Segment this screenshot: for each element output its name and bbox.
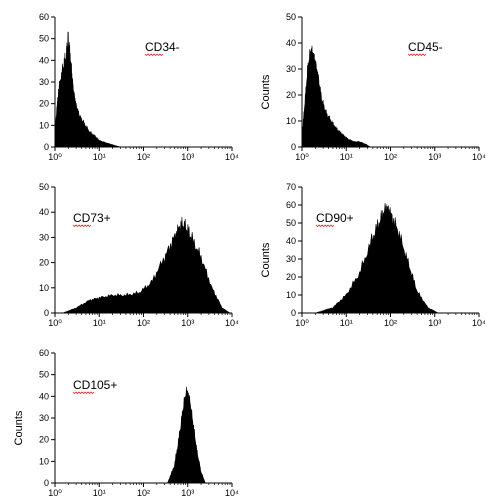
y-tick-label: 0: [44, 142, 49, 152]
histogram-area: [54, 31, 121, 148]
y-tick-label: 70: [286, 182, 296, 192]
x-tick-label: 10²: [137, 488, 150, 498]
spellcheck-underline: [72, 391, 95, 395]
y-tick-label: 40: [39, 55, 49, 65]
x-tick-label: 10⁴: [225, 152, 239, 162]
histogram-panel-4: 0 10 20 30 40 50 60 10⁰ 10¹ 10² 10³ 10⁴ CD105+ Counts: [13, 348, 239, 498]
x-tick-label: 10²: [384, 152, 397, 162]
x-tick-label: 10¹: [93, 318, 106, 328]
y-tick-label: 20: [39, 99, 49, 109]
y-tick-label: 20: [39, 435, 49, 445]
y-tick-label: 60: [39, 12, 49, 22]
spellcheck-underline: [315, 224, 335, 228]
y-axis-title: Counts: [13, 410, 25, 445]
y-tick-label: 40: [286, 236, 296, 246]
x-tick-label: 10⁴: [472, 152, 486, 162]
y-tick-label: 20: [286, 272, 296, 282]
y-axis-title: Counts: [260, 242, 272, 277]
marker-label: CD45-: [408, 40, 443, 54]
y-tick-label: 30: [39, 413, 49, 423]
marker-label: CD105+: [73, 378, 117, 392]
y-tick-label: 0: [44, 478, 49, 488]
histogram-panel-0: 0 10 20 30 40 50 60 10⁰ 10¹ 10² 10³ 10⁴ CD34-: [39, 12, 239, 162]
x-tick-label: 10³: [181, 318, 194, 328]
y-tick-label: 0: [291, 308, 296, 318]
x-tick-label: 10²: [137, 318, 150, 328]
y-tick-label: 10: [39, 283, 49, 293]
y-tick-label: 30: [286, 64, 296, 74]
histogram-panel-1: 0 10 20 30 40 50 10⁰ 10¹ 10² 10³ 10⁴ CD45- Counts: [260, 12, 486, 162]
x-tick-label: 10¹: [93, 488, 106, 498]
y-tick-label: 10: [286, 116, 296, 126]
histogram-area: [301, 45, 372, 148]
y-tick-label: 10: [286, 290, 296, 300]
y-tick-label: 60: [286, 200, 296, 210]
histogram-area: [315, 202, 439, 314]
x-tick-label: 10³: [181, 488, 194, 498]
y-tick-label: 0: [291, 142, 296, 152]
y-tick-label: 20: [39, 258, 49, 268]
y-tick-label: 40: [286, 38, 296, 48]
y-tick-label: 10: [39, 120, 49, 130]
marker-label: CD73+: [73, 211, 111, 225]
y-tick-label: 10: [39, 456, 49, 466]
histogram-area: [167, 386, 206, 484]
x-tick-label: 10⁰: [295, 152, 309, 162]
marker-label: CD34-: [145, 40, 180, 54]
x-tick-label: 10³: [428, 318, 441, 328]
y-tick-label: 50: [286, 218, 296, 228]
y-axis-title: Counts: [260, 74, 272, 109]
y-tick-label: 50: [39, 182, 49, 192]
y-tick-label: 30: [39, 77, 49, 87]
x-tick-label: 10³: [428, 152, 441, 162]
x-tick-label: 10²: [384, 318, 397, 328]
x-tick-label: 10¹: [340, 152, 353, 162]
x-tick-label: 10⁴: [225, 318, 239, 328]
x-tick-label: 10⁰: [48, 152, 62, 162]
x-tick-label: 10⁰: [48, 488, 62, 498]
x-tick-label: 10⁴: [472, 318, 486, 328]
x-tick-label: 10¹: [93, 152, 106, 162]
y-tick-label: 30: [39, 232, 49, 242]
y-tick-label: 40: [39, 391, 49, 401]
y-tick-label: 50: [286, 12, 296, 22]
y-tick-label: 40: [39, 207, 49, 217]
x-tick-label: 10³: [181, 152, 194, 162]
marker-label: CD90+: [316, 211, 354, 225]
x-tick-label: 10⁰: [295, 318, 309, 328]
histogram-panel-3: 0 10 20 30 40 50 60 70 10⁰ 10¹ 10² 10³ 10⁴ CD90+ Count…: [260, 182, 486, 328]
x-tick-label: 10²: [137, 152, 150, 162]
x-tick-label: 10⁴: [225, 488, 239, 498]
y-tick-label: 0: [44, 308, 49, 318]
x-tick-label: 10⁰: [48, 318, 62, 328]
spellcheck-underline: [407, 53, 427, 57]
histogram-panel-2: 0 10 20 30 40 50 10⁰ 10¹ 10² 10³ 10⁴ CD73+: [39, 182, 239, 328]
y-tick-label: 30: [286, 254, 296, 264]
spellcheck-underline: [72, 224, 92, 228]
y-tick-label: 20: [286, 90, 296, 100]
x-tick-label: 10¹: [340, 318, 353, 328]
y-tick-label: 50: [39, 34, 49, 44]
y-tick-label: 60: [39, 348, 49, 358]
spellcheck-underline: [144, 53, 164, 57]
histogram-area: [62, 216, 232, 314]
y-tick-label: 50: [39, 370, 49, 380]
